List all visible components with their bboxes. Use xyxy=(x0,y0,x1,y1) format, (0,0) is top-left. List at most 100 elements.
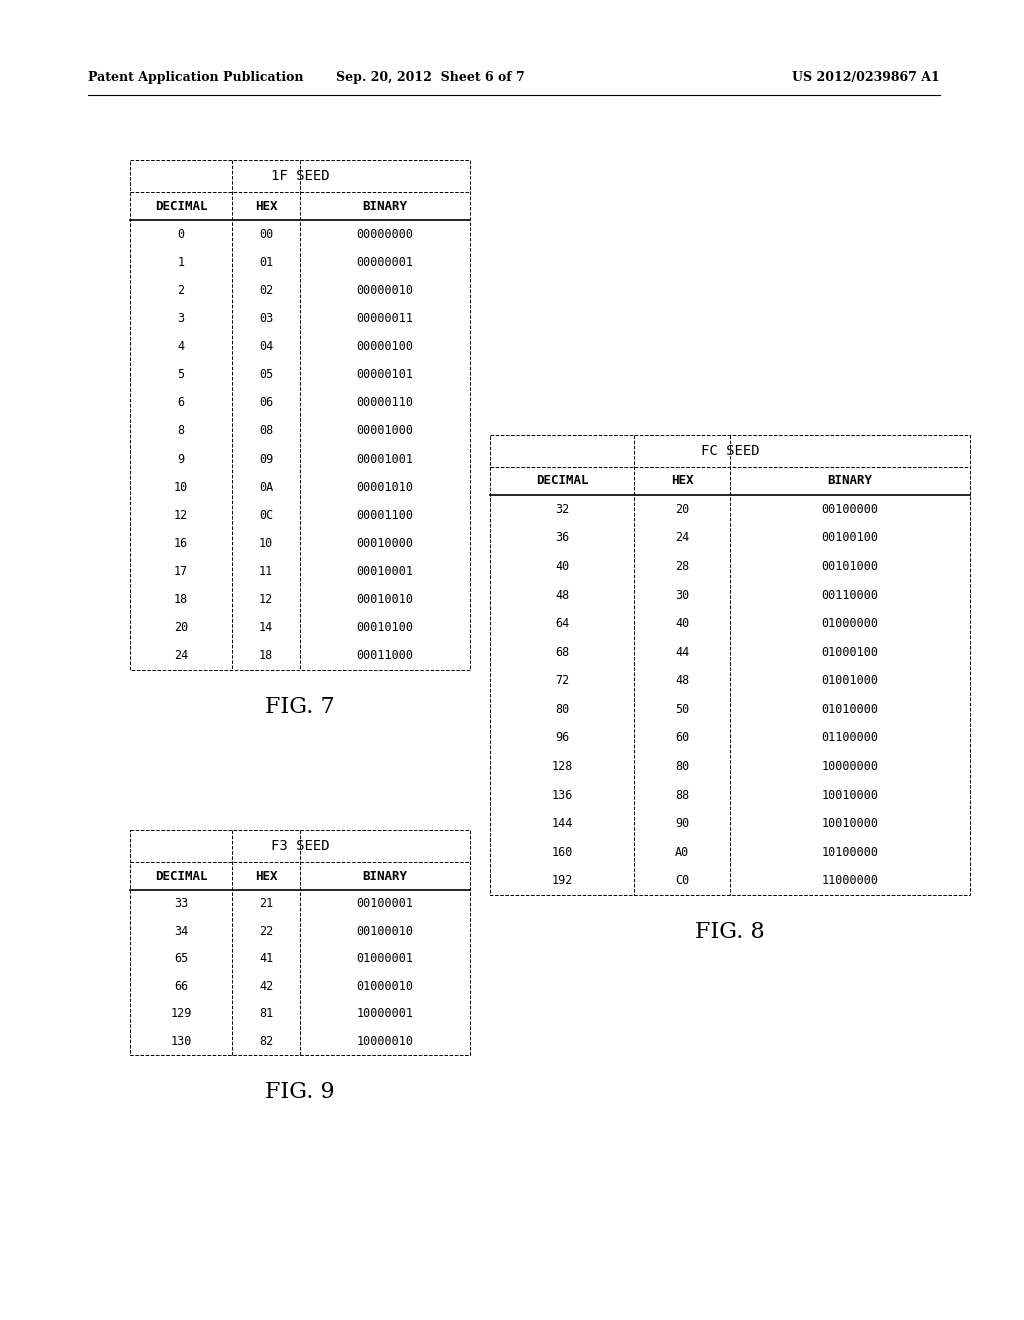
Text: 34: 34 xyxy=(174,925,188,937)
Text: 5: 5 xyxy=(177,368,184,381)
Text: 00100000: 00100000 xyxy=(821,503,879,516)
Text: 1: 1 xyxy=(177,256,184,269)
Text: 00001000: 00001000 xyxy=(356,425,414,437)
Text: 4: 4 xyxy=(177,341,184,352)
Text: 0: 0 xyxy=(177,227,184,240)
Text: 72: 72 xyxy=(555,675,569,688)
Text: 00000011: 00000011 xyxy=(356,312,414,325)
Text: 20: 20 xyxy=(174,622,188,635)
Text: 66: 66 xyxy=(174,979,188,993)
Text: BINARY: BINARY xyxy=(362,199,408,213)
Text: 160: 160 xyxy=(551,846,572,858)
Text: 00000100: 00000100 xyxy=(356,341,414,352)
Text: 33: 33 xyxy=(174,898,188,911)
Text: 00010000: 00010000 xyxy=(356,537,414,550)
Text: 24: 24 xyxy=(675,532,689,544)
Text: 80: 80 xyxy=(675,760,689,774)
Text: 192: 192 xyxy=(551,874,572,887)
Text: 14: 14 xyxy=(259,622,273,635)
Text: 04: 04 xyxy=(259,341,273,352)
Text: 96: 96 xyxy=(555,731,569,744)
Text: 20: 20 xyxy=(675,503,689,516)
Text: 01010000: 01010000 xyxy=(821,702,879,715)
Text: 10100000: 10100000 xyxy=(821,846,879,858)
Text: FIG. 8: FIG. 8 xyxy=(695,921,765,942)
Text: 00100010: 00100010 xyxy=(356,925,414,937)
Text: 10: 10 xyxy=(174,480,188,494)
Text: 41: 41 xyxy=(259,952,273,965)
Text: 00: 00 xyxy=(259,227,273,240)
Text: 65: 65 xyxy=(174,952,188,965)
Text: 64: 64 xyxy=(555,616,569,630)
Text: 30: 30 xyxy=(675,589,689,602)
Text: 00101000: 00101000 xyxy=(821,560,879,573)
Text: 00000101: 00000101 xyxy=(356,368,414,381)
Text: 136: 136 xyxy=(551,788,572,801)
Text: 00000110: 00000110 xyxy=(356,396,414,409)
Text: 90: 90 xyxy=(675,817,689,830)
Text: 60: 60 xyxy=(675,731,689,744)
Text: 01000010: 01000010 xyxy=(356,979,414,993)
Text: Sep. 20, 2012  Sheet 6 of 7: Sep. 20, 2012 Sheet 6 of 7 xyxy=(336,71,524,84)
Text: 22: 22 xyxy=(259,925,273,937)
Text: 50: 50 xyxy=(675,702,689,715)
Text: DECIMAL: DECIMAL xyxy=(155,870,207,883)
Text: 11000000: 11000000 xyxy=(821,874,879,887)
Text: 00011000: 00011000 xyxy=(356,649,414,663)
Text: 6: 6 xyxy=(177,396,184,409)
Text: 00000000: 00000000 xyxy=(356,227,414,240)
Text: DECIMAL: DECIMAL xyxy=(536,474,588,487)
Text: 00010100: 00010100 xyxy=(356,622,414,635)
Text: 8: 8 xyxy=(177,425,184,437)
Text: Patent Application Publication: Patent Application Publication xyxy=(88,71,303,84)
Text: 3: 3 xyxy=(177,312,184,325)
Text: 18: 18 xyxy=(259,649,273,663)
Text: 82: 82 xyxy=(259,1035,273,1048)
Text: US 2012/0239867 A1: US 2012/0239867 A1 xyxy=(793,71,940,84)
Text: 16: 16 xyxy=(174,537,188,550)
Text: 44: 44 xyxy=(675,645,689,659)
Text: 68: 68 xyxy=(555,645,569,659)
Text: 00000001: 00000001 xyxy=(356,256,414,269)
Text: 18: 18 xyxy=(174,593,188,606)
Bar xyxy=(130,830,470,1055)
Text: A0: A0 xyxy=(675,846,689,858)
Text: 01: 01 xyxy=(259,256,273,269)
Text: 11: 11 xyxy=(259,565,273,578)
Text: 17: 17 xyxy=(174,565,188,578)
Text: 00100001: 00100001 xyxy=(356,898,414,911)
Text: 12: 12 xyxy=(259,593,273,606)
Text: C0: C0 xyxy=(675,874,689,887)
Text: 128: 128 xyxy=(551,760,572,774)
Text: 02: 02 xyxy=(259,284,273,297)
Text: 9: 9 xyxy=(177,453,184,466)
Text: 10: 10 xyxy=(259,537,273,550)
Text: 05: 05 xyxy=(259,368,273,381)
Text: 88: 88 xyxy=(675,788,689,801)
Text: 00001100: 00001100 xyxy=(356,508,414,521)
Text: 0C: 0C xyxy=(259,508,273,521)
Text: 40: 40 xyxy=(675,616,689,630)
Text: 40: 40 xyxy=(555,560,569,573)
Text: 01000100: 01000100 xyxy=(821,645,879,659)
Text: 36: 36 xyxy=(555,532,569,544)
Text: 09: 09 xyxy=(259,453,273,466)
Text: 00010001: 00010001 xyxy=(356,565,414,578)
Text: 130: 130 xyxy=(170,1035,191,1048)
Text: 144: 144 xyxy=(551,817,572,830)
Text: HEX: HEX xyxy=(671,474,693,487)
Text: 81: 81 xyxy=(259,1007,273,1020)
Text: 10000000: 10000000 xyxy=(821,760,879,774)
Text: 2: 2 xyxy=(177,284,184,297)
Text: 01001000: 01001000 xyxy=(821,675,879,688)
Text: 1F SEED: 1F SEED xyxy=(270,169,330,183)
Text: 10000001: 10000001 xyxy=(356,1007,414,1020)
Text: 0A: 0A xyxy=(259,480,273,494)
Text: 00100100: 00100100 xyxy=(821,532,879,544)
Text: 42: 42 xyxy=(259,979,273,993)
Text: 28: 28 xyxy=(675,560,689,573)
Text: F3 SEED: F3 SEED xyxy=(270,840,330,853)
Text: 24: 24 xyxy=(174,649,188,663)
Text: HEX: HEX xyxy=(255,199,278,213)
Text: 08: 08 xyxy=(259,425,273,437)
